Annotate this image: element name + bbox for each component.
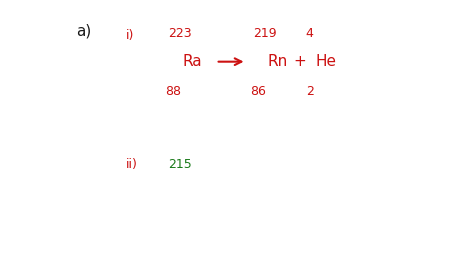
Text: ii): ii) bbox=[126, 158, 137, 171]
Text: 219: 219 bbox=[254, 27, 277, 40]
Text: a): a) bbox=[76, 23, 91, 38]
Text: i): i) bbox=[126, 30, 134, 42]
Text: 4: 4 bbox=[306, 27, 314, 40]
Text: 86: 86 bbox=[250, 85, 266, 98]
Text: 88: 88 bbox=[165, 85, 181, 98]
Text: 223: 223 bbox=[168, 27, 192, 40]
Text: Ra: Ra bbox=[182, 54, 202, 69]
Text: He: He bbox=[315, 54, 336, 69]
Text: +: + bbox=[293, 54, 306, 69]
Text: 2: 2 bbox=[306, 85, 314, 98]
Text: 215: 215 bbox=[168, 158, 192, 171]
Text: Rn: Rn bbox=[268, 54, 288, 69]
